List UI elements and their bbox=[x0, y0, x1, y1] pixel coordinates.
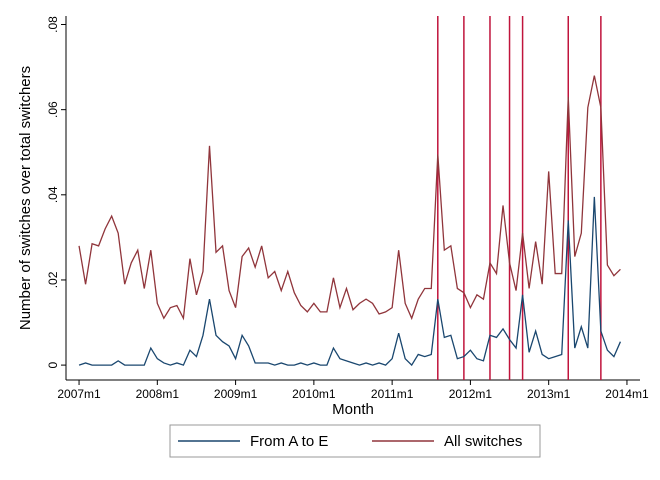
x-tick-label: 2014m1 bbox=[605, 387, 649, 401]
x-tick-label: 2013m1 bbox=[527, 387, 571, 401]
x-tick-label: 2011m1 bbox=[371, 387, 414, 401]
x-tick-label: 2008m1 bbox=[136, 387, 180, 401]
y-tick-label: 0 bbox=[46, 361, 60, 368]
series-line bbox=[78, 75, 621, 321]
series-line bbox=[78, 196, 622, 367]
legend-label: From A to E bbox=[250, 433, 328, 450]
y-tick-label: .02 bbox=[46, 271, 60, 288]
y-tick-label: .04 bbox=[46, 186, 60, 203]
y-tick-label: .08 bbox=[46, 16, 60, 33]
y-axis-label: Number of switches over total switchers bbox=[17, 66, 34, 330]
x-tick-label: 2007m1 bbox=[57, 387, 101, 401]
x-tick-label: 2012m1 bbox=[449, 387, 493, 401]
legend-label: All switches bbox=[444, 433, 522, 450]
x-tick-label: 2010m1 bbox=[292, 387, 336, 401]
x-axis-label: Month bbox=[332, 401, 374, 418]
y-tick-label: .06 bbox=[46, 101, 60, 118]
x-tick-label: 2009m1 bbox=[214, 387, 258, 401]
